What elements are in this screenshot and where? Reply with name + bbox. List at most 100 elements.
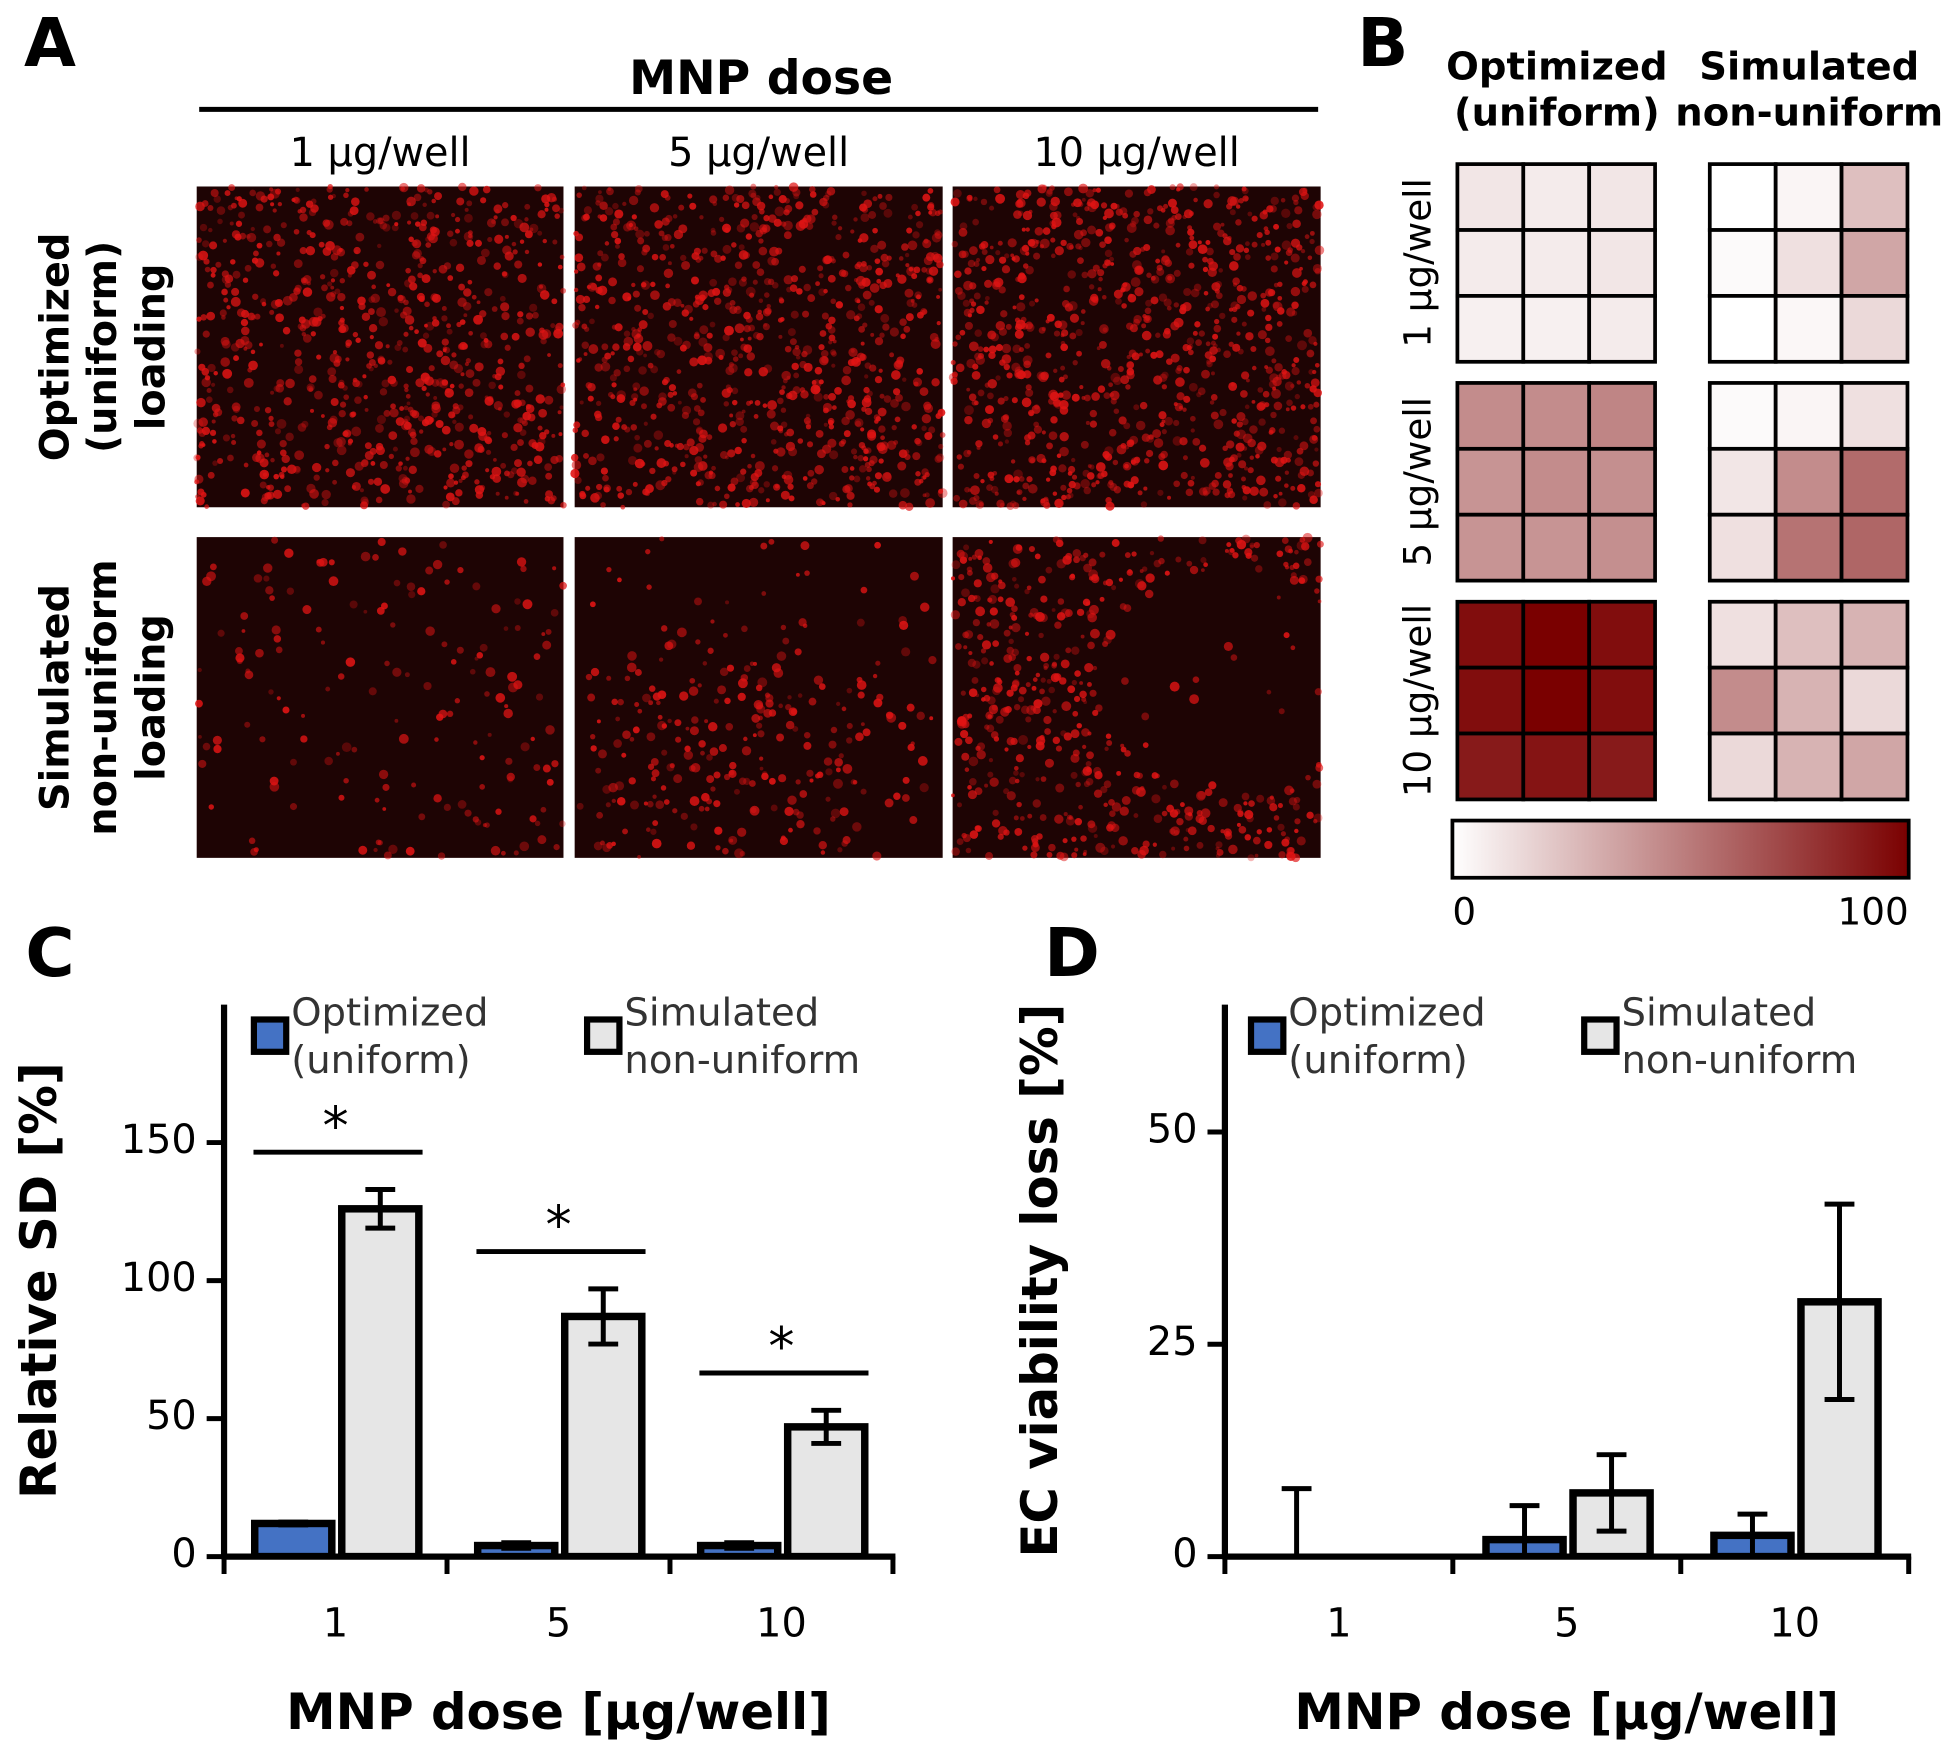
cell-signal: [803, 284, 810, 291]
cell-signal: [524, 499, 529, 504]
bar: [565, 1316, 642, 1556]
cell-signal: [870, 333, 874, 337]
cell-signal: [1086, 602, 1090, 606]
cell-signal: [861, 191, 867, 197]
cell-signal: [815, 367, 823, 375]
cell-signal: [1089, 464, 1094, 469]
heatmap-cell: [1589, 383, 1655, 449]
cell-signal: [534, 455, 543, 464]
cell-signal: [454, 481, 458, 485]
cell-signal: [375, 424, 384, 433]
cell-signal: [354, 250, 358, 254]
cell-signal: [196, 398, 205, 407]
cell-signal: [1127, 355, 1131, 359]
cell-signal: [1198, 240, 1202, 244]
cell-signal: [517, 439, 524, 446]
cell-signal: [595, 305, 599, 309]
cell-signal: [679, 691, 688, 700]
cell-signal: [325, 687, 330, 692]
cell-signal: [729, 762, 736, 769]
cell-signal: [376, 443, 384, 451]
cell-signal: [1013, 664, 1021, 672]
cell-signal: [998, 441, 1003, 446]
cell-signal: [558, 432, 562, 436]
cell-signal: [414, 329, 419, 334]
cell-signal: [1027, 745, 1031, 749]
cell-signal: [1217, 229, 1224, 236]
cell-signal: [434, 192, 442, 200]
cell-signal: [1141, 501, 1147, 507]
cell-signal: [976, 750, 985, 759]
cell-signal: [1277, 282, 1282, 287]
cell-signal: [647, 313, 653, 319]
cell-signal: [999, 257, 1006, 264]
cell-signal: [1074, 696, 1080, 702]
cell-signal: [1291, 645, 1296, 650]
cell-signal: [1246, 378, 1250, 382]
cell-signal: [861, 278, 870, 287]
cell-signal: [1285, 381, 1294, 390]
cell-signal: [965, 736, 973, 744]
cell-signal: [869, 484, 875, 490]
cell-signal: [425, 242, 431, 248]
cell-signal: [469, 186, 478, 195]
cell-signal: [859, 264, 868, 273]
cell-signal: [332, 460, 339, 467]
cell-signal: [839, 753, 844, 758]
cell-signal: [672, 808, 677, 813]
colorbar-tick-label: 100: [1838, 889, 1909, 933]
cell-signal: [520, 240, 524, 244]
cell-signal: [241, 319, 248, 326]
cell-signal: [1247, 291, 1257, 301]
x-tick-label: 10: [756, 1601, 807, 1647]
cell-signal: [1183, 837, 1188, 842]
cell-signal: [969, 308, 974, 313]
cell-signal: [617, 578, 622, 583]
cell-signal: [1106, 824, 1114, 832]
cell-signal: [405, 672, 410, 677]
cell-signal: [1200, 458, 1210, 468]
cell-signal: [513, 423, 522, 432]
cell-signal: [588, 456, 597, 465]
cell-signal: [433, 560, 442, 569]
cell-signal: [397, 295, 403, 301]
cell-signal: [991, 731, 999, 739]
cell-signal: [1312, 780, 1321, 789]
cell-signal: [920, 783, 929, 792]
cell-signal: [1309, 239, 1314, 244]
cell-signal: [652, 839, 662, 849]
cell-signal: [355, 233, 364, 242]
cell-signal: [458, 800, 467, 809]
cell-signal: [813, 827, 820, 834]
cell-signal: [365, 408, 369, 412]
cell-signal: [1147, 208, 1153, 214]
cell-signal: [583, 296, 590, 303]
cell-signal: [917, 312, 924, 319]
cell-signal: [276, 251, 280, 255]
cell-signal: [1098, 277, 1103, 282]
cell-signal: [1250, 456, 1254, 460]
cell-signal: [1211, 394, 1218, 401]
cell-signal: [774, 189, 781, 196]
cell-signal: [432, 316, 437, 321]
cell-signal: [1071, 458, 1075, 462]
cell-signal: [742, 410, 746, 414]
cell-signal: [1068, 493, 1074, 499]
cell-signal: [1114, 290, 1123, 299]
cell-signal: [982, 249, 988, 255]
cell-signal: [875, 376, 882, 383]
cell-signal: [654, 349, 660, 355]
cell-signal: [1125, 189, 1133, 197]
cell-signal: [429, 365, 435, 371]
cell-signal: [964, 487, 970, 493]
cell-signal: [480, 197, 486, 203]
cell-signal: [1282, 240, 1292, 250]
y-tick-label: 150: [121, 1117, 197, 1163]
cell-signal: [798, 693, 803, 698]
cell-signal: [455, 489, 462, 496]
cell-signal: [415, 378, 424, 387]
cell-signal: [1079, 385, 1083, 389]
legend-swatch: [254, 1019, 286, 1051]
cell-signal: [1036, 741, 1045, 750]
cell-signal: [995, 677, 1001, 683]
